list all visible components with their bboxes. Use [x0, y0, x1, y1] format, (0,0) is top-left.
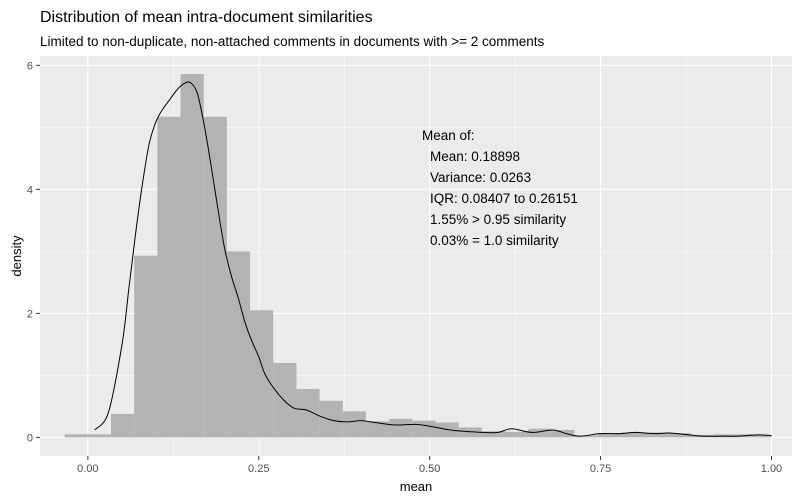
x-tick-label: 0.25 — [248, 463, 269, 475]
histogram-bar — [157, 116, 181, 438]
annotation-iqr: IQR: 0.08407 to 0.26151 — [430, 191, 578, 206]
histogram-bar — [435, 422, 459, 438]
histogram-bar — [458, 427, 482, 438]
histogram-bar — [342, 411, 366, 438]
y-tick-label: 6 — [27, 60, 33, 72]
histogram-bar — [759, 434, 772, 438]
histogram-bar — [620, 432, 645, 438]
histogram-bar — [481, 431, 506, 438]
chart-subtitle: Limited to non-duplicate, non-attached c… — [40, 34, 545, 49]
histogram-bar — [597, 433, 621, 438]
histogram-bar — [644, 432, 668, 438]
histogram-bar — [667, 433, 691, 438]
y-tick-label: 0 — [27, 432, 33, 444]
histogram-bars — [64, 73, 772, 438]
histogram-bar — [111, 413, 135, 438]
grid-major — [40, 56, 792, 456]
histogram-bar — [551, 429, 575, 438]
histogram-bar — [389, 418, 413, 438]
histogram-bar — [296, 389, 320, 438]
histogram-bar — [528, 428, 552, 438]
chart-title: Distribution of mean intra-document simi… — [40, 9, 373, 26]
x-tick-label: 0.00 — [77, 463, 98, 475]
annotation-variance: Variance: 0.0263 — [430, 170, 531, 185]
histogram-bar — [226, 251, 251, 438]
x-tick-label: 0.50 — [419, 463, 440, 475]
histogram-bar — [365, 421, 390, 438]
annotation-equal-1: 0.03% = 1.0 similarity — [430, 233, 559, 248]
histogram-bar — [319, 400, 343, 438]
annotation-above-095: 1.55% > 0.95 similarity — [430, 212, 566, 227]
x-tick-label: 0.75 — [590, 463, 611, 475]
x-axis-title: mean — [400, 479, 433, 494]
histogram-bar — [574, 435, 598, 438]
histogram-bar — [203, 116, 227, 438]
x-axis: 0.00 0.25 0.50 0.75 1.00 — [77, 456, 782, 475]
histogram-bar — [412, 420, 436, 438]
histogram-bar — [505, 431, 529, 438]
x-tick-label: 1.00 — [761, 463, 782, 475]
histogram-bar — [180, 73, 204, 438]
annotation-mean: Mean: 0.18898 — [430, 149, 520, 164]
histogram-bar — [273, 362, 297, 438]
histogram-bar — [64, 434, 88, 438]
y-axis-title: density — [9, 235, 24, 277]
histogram-bar — [250, 310, 274, 438]
histogram-bar — [87, 434, 112, 438]
y-tick-label: 2 — [27, 308, 33, 320]
stats-annotation: Mean of: Mean: 0.18898 Variance: 0.0263 … — [422, 128, 578, 248]
density-curve — [94, 81, 772, 437]
y-axis: 0 2 4 6 — [27, 60, 40, 444]
histogram-bar — [134, 255, 158, 438]
annotation-heading: Mean of: — [422, 128, 475, 143]
y-tick-label: 4 — [27, 184, 33, 196]
